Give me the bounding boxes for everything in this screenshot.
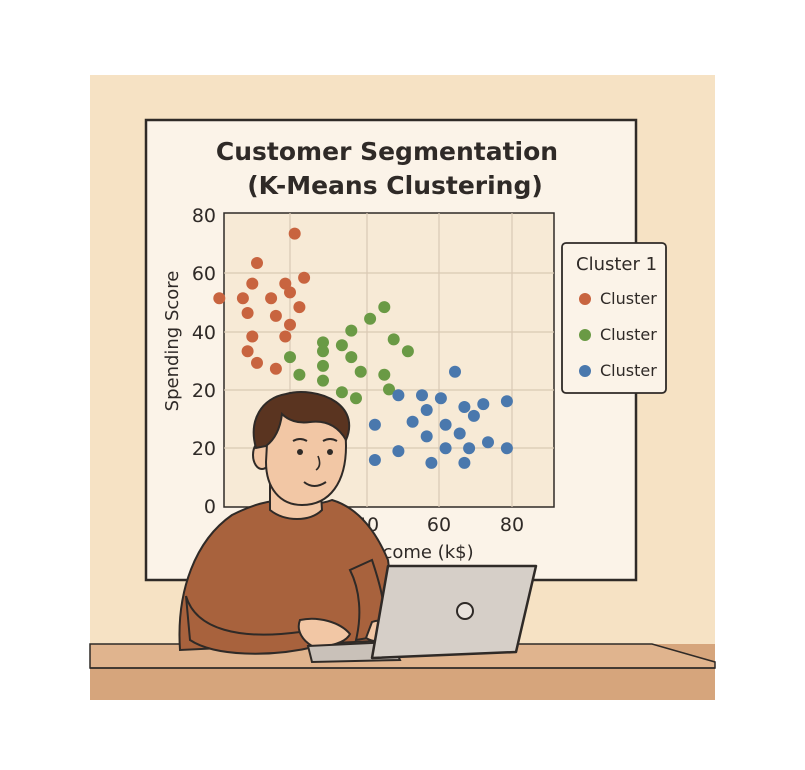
scatter-point-cluster2-17 (383, 383, 395, 396)
scatter-point-cluster2-7 (387, 333, 400, 346)
laptop-logo (456, 602, 474, 620)
scatter-point-cluster3-14 (420, 430, 433, 443)
scatter-point-cluster2-2 (345, 324, 358, 337)
person-nose (315, 455, 321, 471)
scatter-point-cluster3-16 (392, 445, 405, 458)
person-mouth (303, 481, 327, 487)
legend-label-2: Cluster (600, 325, 657, 344)
y-tick-label-80: 80 (192, 205, 216, 227)
scatter-point-cluster3-18 (368, 454, 381, 466)
scatter-point-cluster2-15 (378, 368, 391, 381)
scatter-point-cluster3-13 (482, 436, 494, 449)
scatter-point-cluster2-3 (378, 301, 391, 314)
scatter-point-cluster2-14 (354, 365, 367, 378)
y-tick-label-40: 40 (192, 322, 216, 344)
scatter-point-cluster1-7 (298, 271, 311, 284)
person-eye-left (297, 449, 303, 455)
scatter-point-cluster3-10 (406, 415, 419, 428)
scatter-point-cluster2-9 (284, 351, 296, 364)
legend-label-3: Cluster (600, 361, 657, 380)
x-tick-label-60: 60 (427, 514, 451, 536)
scatter-point-cluster3-6 (420, 404, 433, 416)
scatter-point-cluster3-17 (463, 442, 476, 455)
scatter-point-cluster1-0 (251, 257, 263, 269)
scatter-point-cluster1-14 (279, 330, 292, 343)
scatter-point-cluster3-9 (368, 418, 381, 431)
legend: Cluster 1 Cluster Cluster Cluster (561, 242, 667, 394)
scatter-point-cluster3-20 (458, 456, 471, 469)
scatter-point-cluster3-8 (500, 395, 513, 408)
x-tick-label-80: 80 (500, 514, 524, 536)
laptop (306, 564, 538, 664)
scatter-point-cluster2-10 (317, 359, 329, 372)
scatter-point-cluster2-16 (350, 392, 362, 405)
scatter-point-cluster3-15 (439, 442, 452, 455)
person-eyebrow-right (322, 438, 338, 442)
scatter-point-cluster1-8 (284, 286, 296, 299)
scatter-point-cluster1-5 (213, 292, 226, 305)
person-eye-right (327, 449, 333, 455)
y-axis-label: Spending Score (162, 271, 183, 412)
scatter-point-cluster3-7 (467, 409, 480, 422)
scatter-point-cluster1-6 (265, 292, 278, 305)
scatter-point-cluster3-1 (392, 389, 405, 402)
laptop-lid (370, 564, 538, 660)
scatter-point-cluster1-4 (236, 292, 249, 305)
scatter-point-cluster1-2 (246, 277, 259, 290)
legend-marker-green (579, 329, 591, 341)
y-tick-label-20a: 20 (192, 380, 216, 402)
scatter-point-cluster3-12 (453, 427, 466, 440)
scatter-point-cluster1-10 (269, 309, 282, 322)
scatter-point-cluster1-9 (241, 307, 254, 319)
scatter-point-cluster2-0 (293, 368, 306, 381)
legend-label-1: Cluster (600, 289, 657, 308)
person-hair (252, 391, 351, 450)
scatter-point-cluster2-4 (364, 312, 377, 325)
y-tick-label-60: 60 (192, 263, 216, 285)
scatter-point-cluster1-1 (288, 227, 301, 240)
person (178, 391, 400, 655)
scatter-point-cluster3-4 (458, 401, 471, 413)
scatter-point-cluster3-21 (500, 442, 513, 455)
scatter-point-cluster1-11 (293, 301, 306, 314)
scatter-point-cluster2-8 (401, 345, 414, 358)
chart-title-line1: Customer Segmentation (216, 137, 558, 166)
scatter-point-cluster1-17 (269, 362, 282, 375)
legend-title: Cluster 1 (576, 254, 657, 275)
scatter-point-cluster3-3 (434, 392, 447, 405)
legend-marker-red (579, 293, 591, 305)
y-tick-label-0: 0 (204, 496, 216, 518)
scatter-point-cluster2-5 (335, 339, 348, 352)
scatter-point-cluster1-12 (284, 318, 296, 331)
scatter-point-cluster3-5 (477, 398, 490, 411)
scatter-point-cluster3-2 (416, 389, 428, 402)
y-tick-label-20b: 20 (192, 438, 216, 460)
scatter-point-cluster1-16 (251, 356, 263, 369)
scatter-point-cluster2-11 (345, 351, 358, 364)
person-eyebrow-left (292, 438, 308, 442)
scatter-point-cluster2-6 (317, 345, 329, 358)
scatter-point-cluster2-13 (335, 386, 348, 399)
scatter-point-cluster3-19 (425, 456, 438, 469)
scatter-point-cluster1-13 (246, 330, 259, 343)
scatter-point-cluster3-11 (439, 418, 452, 431)
legend-box (561, 242, 667, 394)
scatter-point-cluster2-1 (317, 336, 329, 349)
chart-title-line2: (K-Means Clustering) (247, 171, 543, 200)
scatter-point-cluster3-0 (449, 365, 461, 378)
legend-marker-blue (579, 365, 591, 377)
scatter-point-cluster2-12 (317, 374, 329, 387)
scatter-point-cluster1-15 (241, 345, 254, 358)
scatter-point-cluster1-3 (279, 277, 292, 290)
